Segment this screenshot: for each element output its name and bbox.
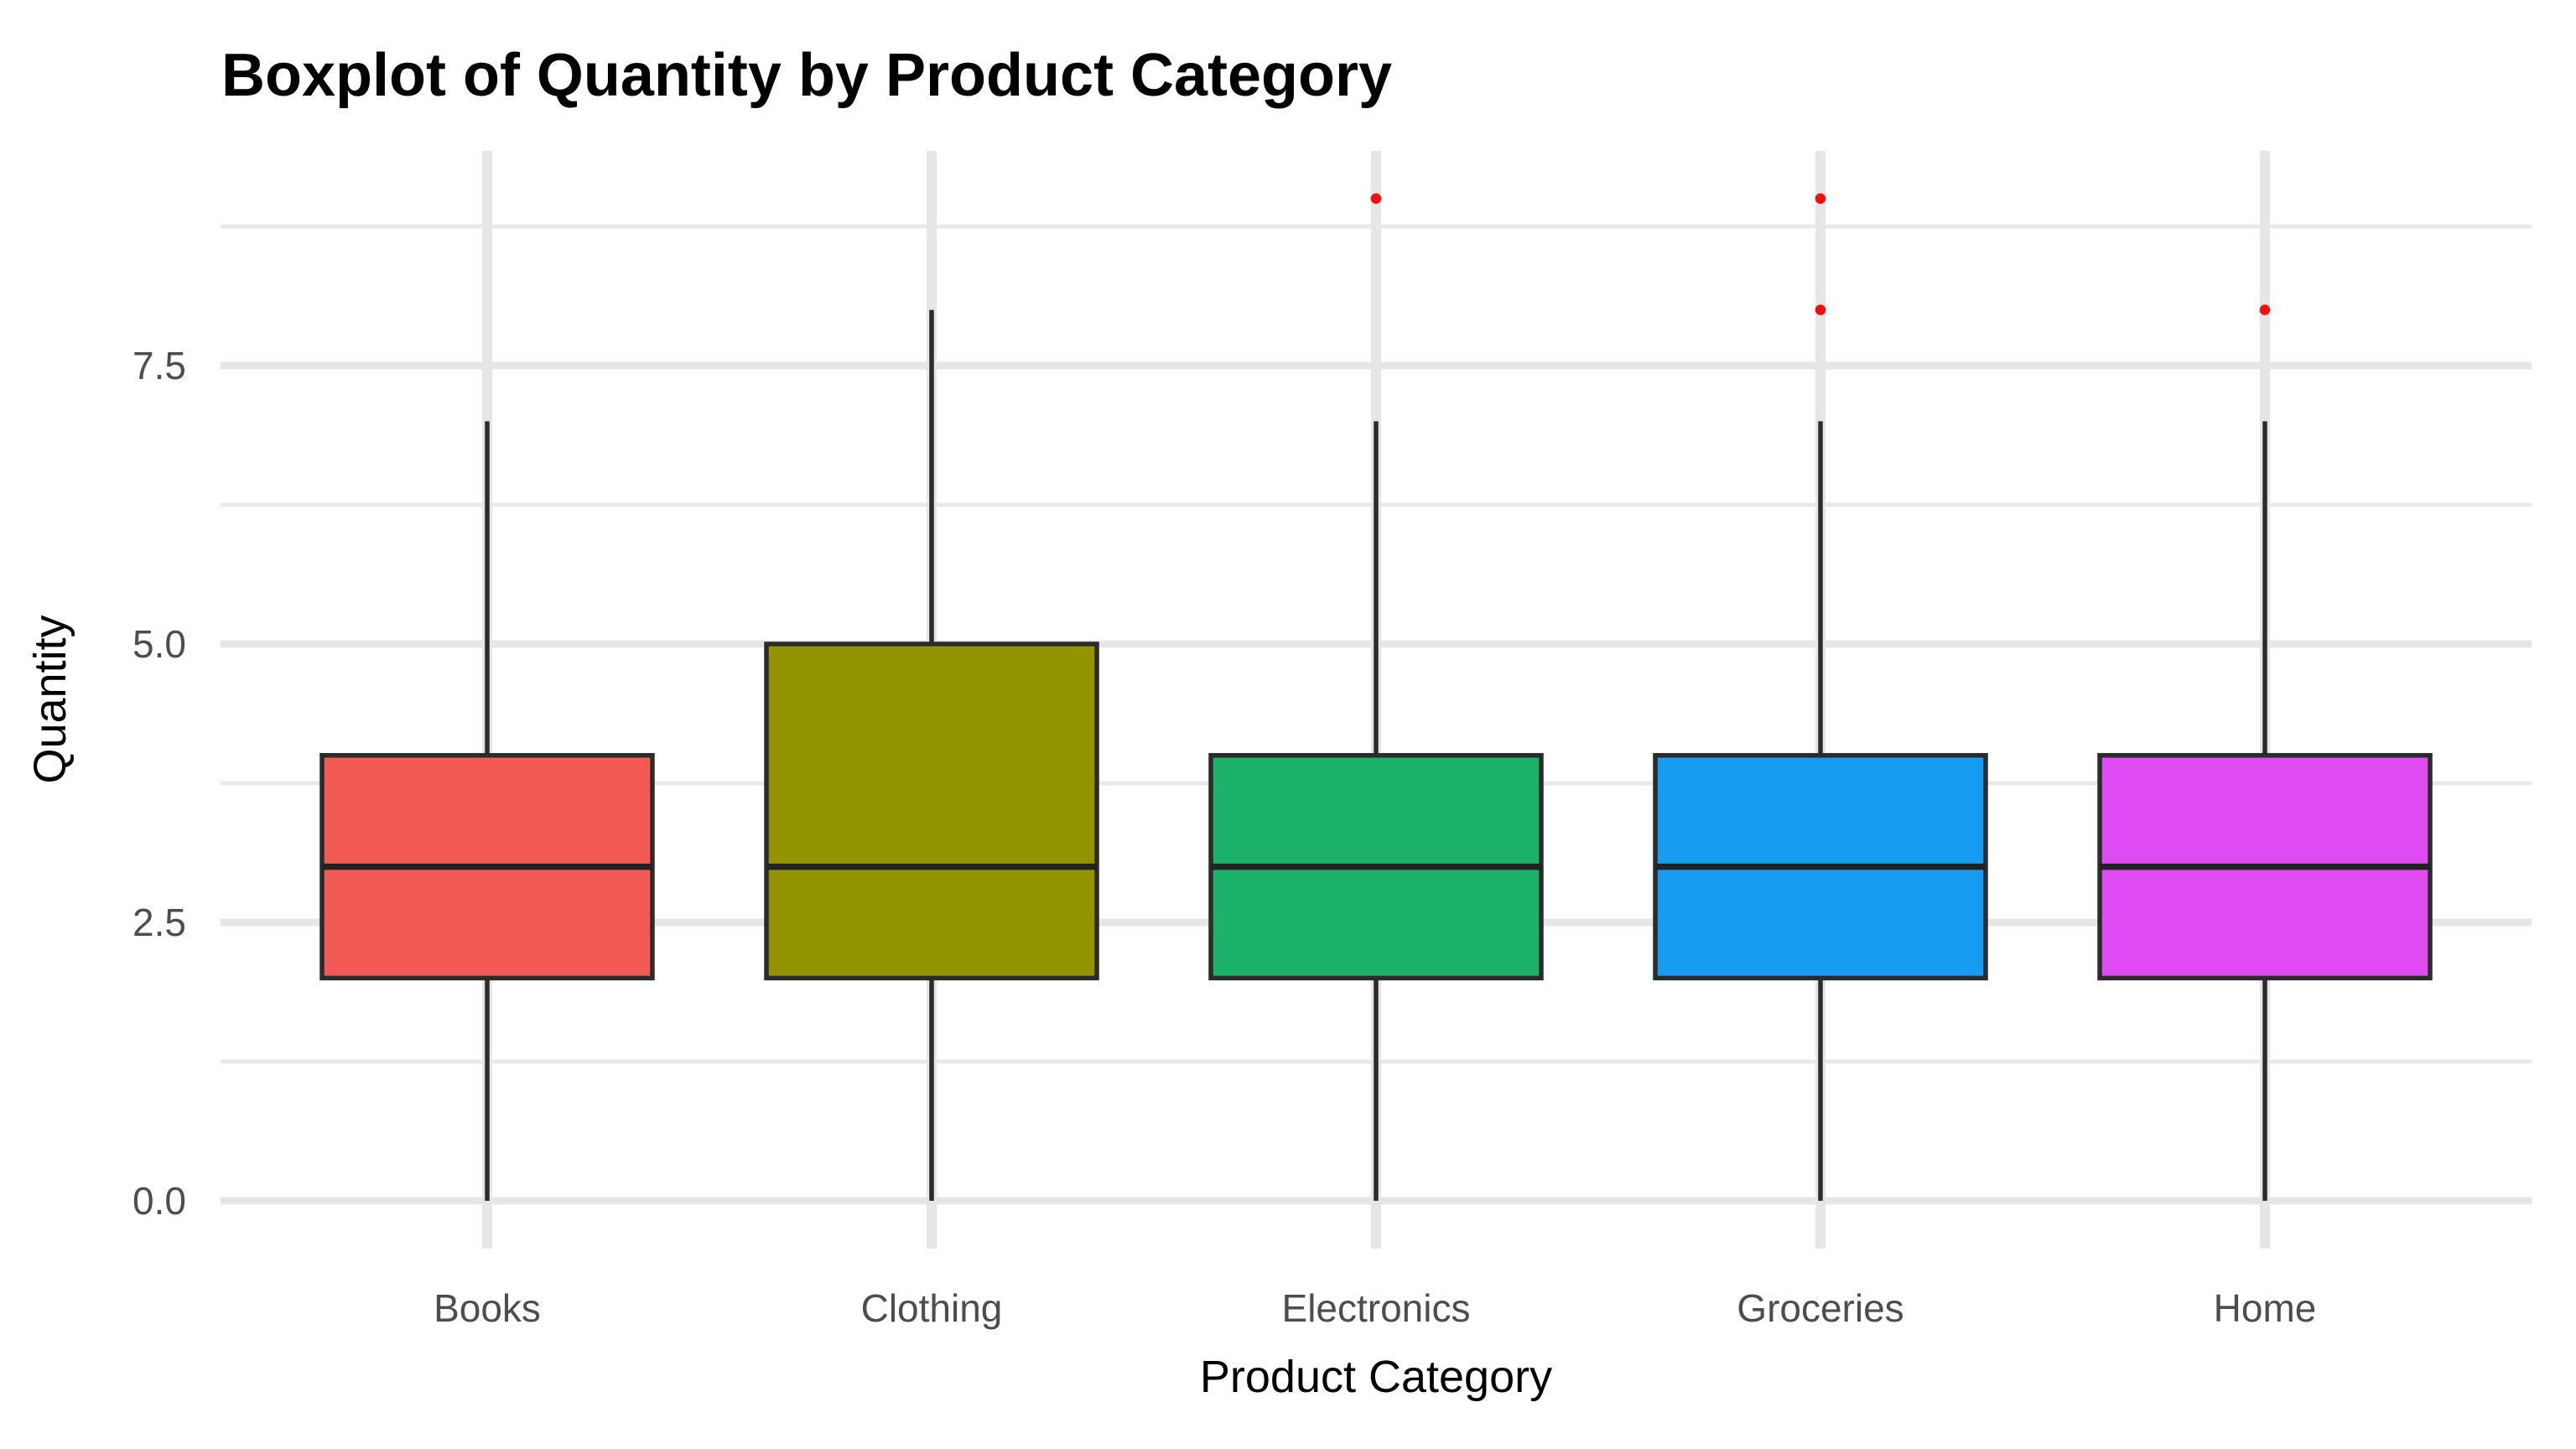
y-axis-title: Quantity	[25, 615, 75, 783]
x-tick-label-electronics: Electronics	[1282, 1286, 1471, 1330]
outlier-point-groceries-9	[1815, 193, 1826, 205]
x-tick-label-groceries: Groceries	[1737, 1286, 1903, 1330]
x-tick-label-clothing: Clothing	[861, 1286, 1003, 1330]
x-tick-label-home: Home	[2214, 1286, 2317, 1330]
x-axis-title: Product Category	[1200, 1352, 1552, 1402]
y-tick-label-5.0: 5.0	[132, 622, 186, 666]
y-tick-label-2.5: 2.5	[132, 901, 186, 944]
boxplot-series	[319, 193, 2433, 1201]
outlier-point-electronics-9	[1370, 193, 1382, 205]
boxplot-home	[2097, 304, 2433, 1201]
boxplot-electronics	[1208, 193, 1544, 1201]
x-tick-label-books: Books	[434, 1286, 541, 1330]
boxplot-books	[319, 421, 655, 1201]
boxplot-groceries	[1653, 193, 1988, 1201]
outlier-point-groceries-8	[1815, 304, 1826, 315]
y-tick-label-7.5: 7.5	[132, 344, 186, 387]
y-axis-tick-labels: 0.0 2.5 5.0 7.5	[132, 344, 186, 1223]
x-axis-tick-labels: Books Clothing Electronics Groceries Home	[434, 1286, 2316, 1330]
outlier-point-home-8	[2259, 304, 2271, 315]
y-tick-label-0.0: 0.0	[132, 1179, 186, 1223]
boxplot-clothing	[764, 309, 1099, 1201]
iqr-box-clothing	[764, 641, 1099, 981]
chart-title: Boxplot of Quantity by Product Category	[221, 42, 1392, 109]
